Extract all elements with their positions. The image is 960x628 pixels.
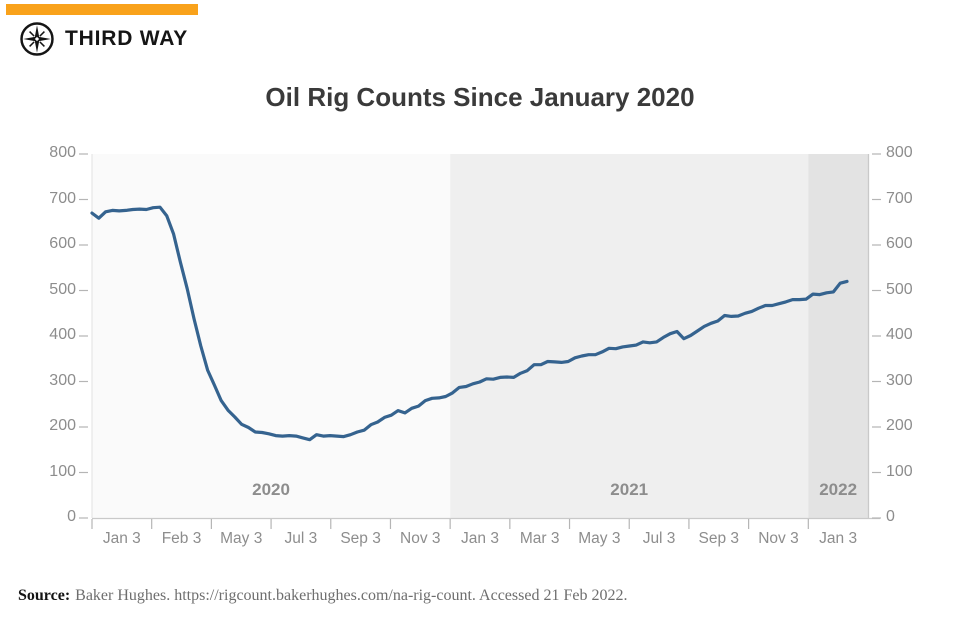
y-tick-label-left: 100 [49, 462, 76, 480]
y-tick-label-right: 100 [886, 462, 913, 480]
year-label-2021: 2021 [610, 480, 649, 499]
y-tick-label-right: 200 [886, 417, 913, 434]
y-tick-label-left: 800 [49, 144, 76, 161]
x-tick-label: Jan 3 [102, 530, 141, 547]
y-tick-label-left: 500 [49, 280, 76, 298]
x-tick-label: Nov 3 [400, 530, 441, 547]
y-tick-label-right: 600 [886, 235, 913, 252]
y-tick-label-left: 700 [49, 189, 76, 207]
y-tick-label-left: 0 [67, 508, 76, 525]
brand-accent-bar [6, 4, 198, 15]
x-tick-label: Feb 3 [161, 530, 202, 547]
x-tick-label: May 3 [578, 530, 621, 547]
year-label-2022: 2022 [819, 480, 858, 499]
y-tick-label-left: 300 [49, 371, 76, 389]
rig-count-line [90, 205, 849, 442]
x-tick-label: Jul 3 [642, 530, 676, 547]
year-band-2022 [808, 154, 868, 518]
x-tick-label: Jul 3 [284, 530, 318, 547]
y-tick-label-right: 300 [886, 371, 913, 389]
brand-logo: THIRD WAY [18, 20, 188, 58]
brand-name: THIRD WAY [65, 27, 189, 50]
chart-title: Oil Rig Counts Since January 2020 [265, 82, 695, 112]
y-tick-label-left: 400 [49, 326, 76, 343]
y-tick-label-left: 200 [49, 417, 76, 434]
x-tick-label: Mar 3 [519, 530, 560, 547]
x-tick-label: Nov 3 [758, 530, 799, 547]
y-tick-label-left: 600 [49, 235, 76, 252]
source-citation: Source: Baker Hughes. https://rigcount.ba… [18, 587, 627, 605]
x-tick-label: Sep 3 [698, 530, 740, 547]
x-tick-label: Sep 3 [340, 530, 381, 547]
year-label-2020: 2020 [252, 480, 290, 499]
x-tick-label: Jan 3 [461, 530, 499, 547]
compass-star-icon [18, 20, 56, 58]
source-label: Source: [18, 587, 71, 604]
y-tick-label-right: 800 [886, 144, 913, 161]
year-band-2020 [92, 154, 451, 518]
y-tick-label-right: 500 [886, 280, 913, 298]
x-tick-label: May 3 [220, 530, 263, 547]
year-band-2021 [450, 154, 809, 518]
x-tick-label: Jan 3 [819, 530, 858, 547]
y-tick-label-right: 400 [886, 326, 913, 343]
y-tick-label-right: 0 [886, 508, 895, 525]
y-tick-label-right: 700 [886, 189, 913, 207]
source-text: Baker Hughes. https://rigcount.bakerhugh… [75, 587, 628, 604]
